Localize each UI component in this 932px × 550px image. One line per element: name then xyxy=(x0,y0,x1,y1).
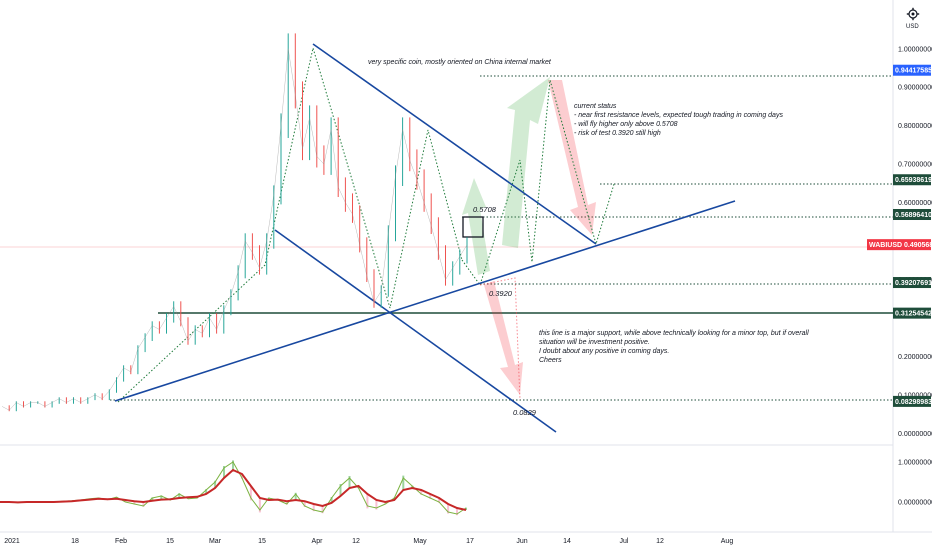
range-box xyxy=(462,216,484,238)
y-tick-label: 0.00000000 xyxy=(898,431,932,438)
trend-lines xyxy=(114,43,736,433)
x-tick-label: 12 xyxy=(656,538,664,545)
green-arrow-up-1 xyxy=(462,178,490,275)
y-tick-label: 0.90000000 xyxy=(898,85,932,92)
price-tag-label: 0.08298983 xyxy=(895,399,932,406)
osc-tick-label: 1.00000000 xyxy=(898,460,932,467)
x-axis-ticks: 2021 18 Feb 15 Mar 15 Apr 12 May 17 Jun 14 Jul 12 Aug xyxy=(4,538,733,545)
osc-tick-label: 0.00000000 xyxy=(898,500,932,507)
x-tick-label: 14 xyxy=(563,538,571,545)
osc-slow-line xyxy=(0,468,467,511)
forecast-arrows xyxy=(462,77,596,395)
y-tick-label: 0.10000000 xyxy=(898,392,932,399)
y-tick-label: 0.20000000 xyxy=(898,354,932,361)
x-tick-label: Mar xyxy=(209,538,222,545)
price-tag-label: 0.31254542 xyxy=(895,311,932,318)
x-tick-label: 15 xyxy=(166,538,174,545)
settings-gear-icon[interactable] xyxy=(906,7,920,21)
y-tick-label: 0.60000000 xyxy=(898,200,932,207)
label-05708: 0.5708 xyxy=(473,205,497,214)
x-tick-label: 2021 xyxy=(4,538,20,545)
oscillator-axis-ticks: 1.00000000 0.00000000 xyxy=(898,460,932,507)
support-line: Cheers xyxy=(539,357,562,364)
status-line: - risk of test 0.3920 still high xyxy=(574,130,661,137)
projection-paths xyxy=(117,46,615,403)
price-series xyxy=(1,33,468,412)
support-note: this line is a major support, while abov… xyxy=(539,330,809,364)
price-tag-box xyxy=(893,307,931,319)
x-tick-label: Jun xyxy=(516,538,527,545)
trend-support xyxy=(114,200,736,402)
price-tags: 0.94417585 0.65938619 0.56896410 WABIUSD 0.… xyxy=(867,64,932,407)
x-tick-label: May xyxy=(413,538,427,545)
price-tag-box xyxy=(893,277,931,289)
price-tag-label: 0.56896410 xyxy=(895,212,932,219)
x-tick-label: Aug xyxy=(721,538,734,545)
x-tick-label: 17 xyxy=(466,538,474,545)
price-tag-label: 0.39207691 xyxy=(895,280,932,287)
price-tag-label: 0.94417585 xyxy=(895,68,932,75)
y-tick-label: 0.80000000 xyxy=(898,123,932,130)
price-tag-label: 0.65938619 xyxy=(895,177,932,184)
green-arrow-up-2 xyxy=(502,77,550,248)
y-tick-label: 0.70000000 xyxy=(898,162,932,169)
x-tick-label: 18 xyxy=(71,538,79,545)
price-tag-box xyxy=(893,174,931,186)
price-tag-box xyxy=(893,395,931,407)
trend-channel xyxy=(274,229,557,433)
price-tag-label: WABIUSD 0.49056896 xyxy=(869,242,932,249)
x-tick-label: Jul xyxy=(620,538,629,545)
note-top: very specific coin, mostly oriented on C… xyxy=(368,59,552,66)
label-03920: 0.3920 xyxy=(489,289,513,298)
x-tick-label: Apr xyxy=(312,538,324,545)
wave-path xyxy=(117,46,463,403)
status-line: - will fly higher only above 0.5708 xyxy=(574,121,678,128)
support-line: I doubt about any positive in coming day… xyxy=(539,348,669,355)
red-arrow-down-2 xyxy=(484,281,523,395)
price-tag-box xyxy=(867,239,931,251)
trend-resistance xyxy=(312,43,597,245)
price-tag-box xyxy=(893,64,931,76)
status-line: current status xyxy=(574,103,617,110)
price-line xyxy=(1,48,468,411)
forecast-path-low xyxy=(479,277,521,401)
level-lines xyxy=(0,75,893,401)
support-line: this line is a major support, while abov… xyxy=(539,330,809,337)
x-tick-label: 15 xyxy=(258,538,266,545)
y-tick-label: 1.00000000 xyxy=(898,46,932,53)
price-tag-box xyxy=(893,209,931,221)
currency-label: USD xyxy=(906,24,919,30)
support-line: situation will be investment positive. xyxy=(539,339,650,346)
status-note: current status - near first resistance l… xyxy=(574,103,783,137)
x-tick-label: 12 xyxy=(352,538,360,545)
label-00829: 0.0829 xyxy=(513,408,537,417)
status-line: - near first resistance levels, expected… xyxy=(574,112,783,119)
red-arrow-down-1 xyxy=(548,80,596,235)
oscillator-pane xyxy=(0,460,467,516)
x-tick-label: Feb xyxy=(115,538,127,545)
